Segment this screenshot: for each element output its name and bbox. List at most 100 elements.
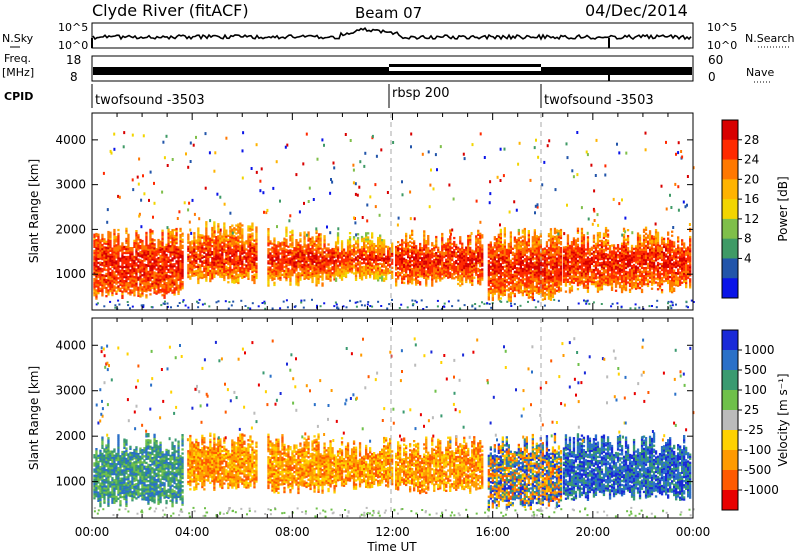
heatmap-cell: [317, 247, 320, 250]
heatmap-cell: [131, 259, 134, 262]
heatmap-cell: [237, 261, 240, 264]
heatmap-cell: [549, 280, 553, 283]
heatmap-cell: [197, 255, 200, 258]
heatmap-cell: [169, 269, 172, 272]
heatmap-cell: [309, 274, 312, 277]
heatmap-cell: [503, 285, 506, 288]
heatmap-cell: [299, 234, 302, 237]
heatmap-cell: [401, 239, 404, 242]
heatmap-cell: [493, 274, 496, 277]
heatmap-cell: [303, 249, 306, 252]
heatmap-cell: [547, 287, 551, 290]
heatmap-cell: [329, 269, 332, 272]
heatmap-cell: [427, 263, 430, 266]
heatmap-cell: [247, 257, 250, 260]
heatmap-cell: [509, 267, 512, 270]
heatmap-cell: [181, 264, 184, 268]
heatmap-cell: [163, 278, 166, 281]
heatmap-cell: [311, 270, 314, 273]
heatmap-cell: [443, 262, 446, 265]
heatmap-cell: [197, 273, 200, 277]
heatmap-cell: [407, 243, 410, 247]
heatmap-cell: [547, 291, 551, 294]
heatmap-cell: [179, 270, 182, 273]
heatmap-cell: [342, 258, 346, 261]
heatmap-cell: [151, 244, 154, 247]
heatmap-cell: [403, 273, 406, 277]
heatmap-cell: [115, 248, 118, 251]
heatmap-cell: [287, 257, 290, 260]
heatmap-cell: [121, 258, 124, 261]
heatmap-cell: [423, 256, 426, 259]
heatmap-cell: [537, 238, 540, 241]
heatmap-cell: [385, 259, 388, 262]
heatmap-cell: [461, 254, 464, 257]
heatmap-cell: [251, 258, 254, 261]
heatmap-cell: [523, 284, 526, 287]
heatmap-cell: [443, 255, 446, 259]
heatmap-cell: [93, 267, 96, 271]
heatmap-cell: [529, 281, 532, 285]
heatmap-cell: [299, 244, 302, 247]
heatmap-cell: [547, 281, 551, 284]
heatmap-cell: [97, 239, 100, 242]
heatmap-cell: [367, 262, 370, 265]
heatmap-cell: [549, 232, 553, 235]
heatmap-cell: [125, 241, 128, 245]
heatmap-cell: [145, 231, 148, 235]
heatmap-cell: [113, 255, 116, 258]
heatmap-cell: [481, 260, 484, 263]
heatmap-cell: [455, 265, 458, 269]
heatmap-cell: [241, 244, 244, 247]
heatmap-cell: [469, 279, 472, 282]
heatmap-cell: [336, 272, 340, 275]
heatmap-cell: [329, 273, 332, 276]
heatmap-cell: [179, 262, 182, 265]
heatmap-cell: [387, 256, 390, 259]
heatmap-cell: [273, 271, 276, 274]
heatmap-cell: [209, 241, 212, 244]
heatmap-cell: [419, 267, 422, 270]
heatmap-cell: [505, 268, 508, 272]
heatmap-cell: [237, 239, 240, 242]
heatmap-cell: [535, 257, 538, 260]
heatmap-cell: [149, 279, 152, 282]
heatmap-cell: [499, 255, 502, 258]
heatmap-cell: [137, 238, 140, 241]
heatmap-cell: [243, 247, 246, 250]
heatmap-cell: [255, 262, 258, 265]
heatmap-cell: [143, 267, 146, 270]
heatmap-cell: [541, 254, 544, 257]
heatmap-cell: [101, 262, 104, 265]
heatmap-cell: [401, 263, 404, 266]
heatmap-cell: [131, 279, 134, 282]
heatmap-cell: [459, 236, 462, 239]
heatmap-cell: [149, 293, 152, 296]
heatmap-cell: [568, 273, 572, 276]
heatmap-cell: [217, 247, 220, 250]
heatmap-cell: [363, 269, 366, 273]
heatmap-cell: [358, 272, 362, 276]
heatmap-cell: [517, 263, 520, 266]
heatmap-cell: [133, 282, 136, 285]
heatmap-cell: [227, 260, 230, 264]
heatmap-cell: [161, 269, 164, 273]
heatmap-cell: [175, 234, 178, 237]
freq-label-2: [MHz]: [2, 66, 34, 79]
heatmap-cell: [283, 255, 286, 258]
heatmap-cell: [99, 255, 102, 258]
heatmap-cell: [519, 270, 522, 274]
heatmap-cell: [121, 274, 124, 277]
nsky-panel: N.Sky 10^5 10^0 10^5 10^0 N.Search: [2, 21, 795, 52]
heatmap-cell: [467, 253, 470, 256]
heatmap-cell: [576, 261, 580, 265]
heatmap-cell: [453, 277, 456, 280]
heatmap-cell: [121, 248, 124, 251]
heatmap-cell: [173, 273, 176, 276]
heatmap-cell: [155, 254, 158, 257]
heatmap-cell: [463, 271, 466, 274]
heatmap-cell: [149, 236, 152, 240]
heatmap-cell: [459, 256, 462, 259]
heatmap-cell: [219, 239, 222, 242]
heatmap-cell: [521, 253, 524, 256]
